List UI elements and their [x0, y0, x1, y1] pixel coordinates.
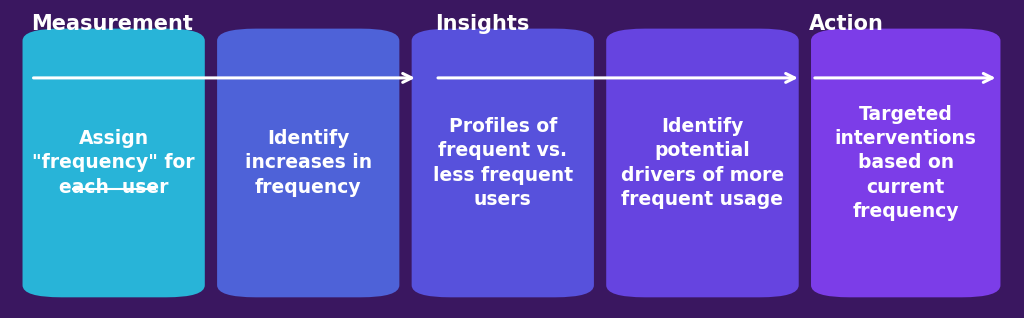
FancyBboxPatch shape [217, 29, 399, 297]
Text: Identify
increases in
frequency: Identify increases in frequency [245, 129, 372, 197]
Text: Measurement: Measurement [31, 14, 193, 34]
Text: Targeted
interventions
based on
current
frequency: Targeted interventions based on current … [835, 105, 977, 221]
Text: Insights: Insights [435, 14, 529, 34]
Text: Profiles of
frequent vs.
less frequent
users: Profiles of frequent vs. less frequent u… [433, 117, 572, 209]
Text: Assign
"frequency" for
each  user: Assign "frequency" for each user [33, 129, 195, 197]
FancyBboxPatch shape [606, 29, 799, 297]
FancyBboxPatch shape [811, 29, 1000, 297]
Text: Identify
potential
drivers of more
frequent usage: Identify potential drivers of more frequ… [621, 117, 784, 209]
FancyBboxPatch shape [23, 29, 205, 297]
FancyBboxPatch shape [412, 29, 594, 297]
Text: Action: Action [809, 14, 884, 34]
